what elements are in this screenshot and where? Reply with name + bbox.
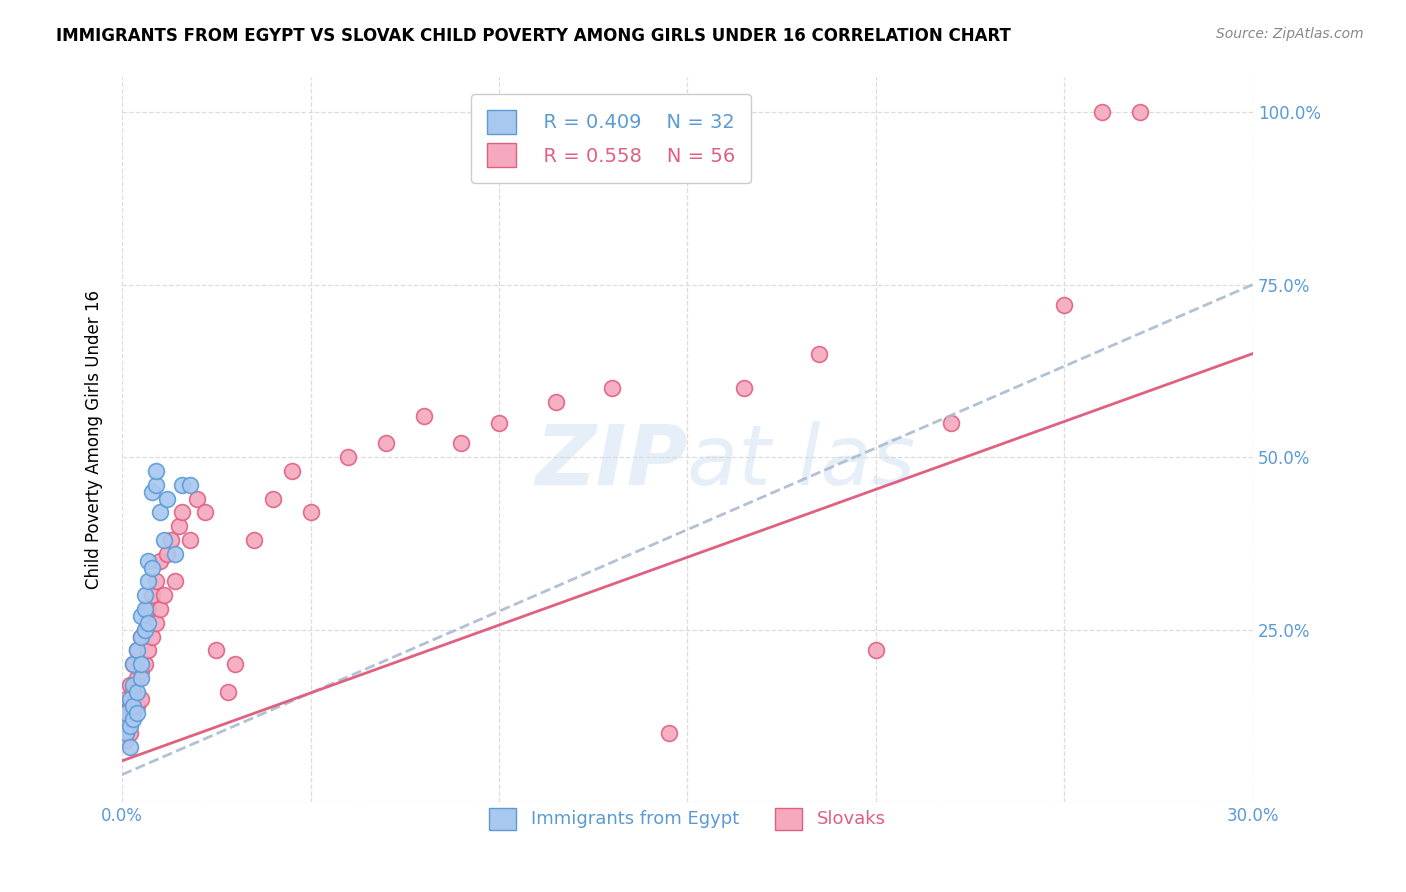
Point — [138, 554, 160, 568]
Point — [544, 395, 567, 409]
Point — [122, 657, 145, 672]
Point — [138, 615, 160, 630]
Point — [122, 706, 145, 720]
Point — [941, 416, 963, 430]
Point — [127, 706, 149, 720]
Point — [179, 533, 201, 547]
Point — [127, 643, 149, 657]
Point — [129, 657, 152, 672]
Point — [129, 608, 152, 623]
Point — [194, 505, 217, 519]
Point — [127, 685, 149, 699]
Point — [152, 588, 174, 602]
Point — [412, 409, 434, 423]
Point — [145, 615, 167, 630]
Point — [122, 685, 145, 699]
Point — [129, 630, 152, 644]
Point — [134, 623, 156, 637]
Point — [127, 698, 149, 713]
Point — [118, 719, 141, 733]
Point — [488, 416, 510, 430]
Point — [262, 491, 284, 506]
Point — [129, 630, 152, 644]
Point — [172, 477, 194, 491]
Point — [134, 657, 156, 672]
Point — [114, 706, 136, 720]
Text: IMMIGRANTS FROM EGYPT VS SLOVAK CHILD POVERTY AMONG GIRLS UNDER 16 CORRELATION C: IMMIGRANTS FROM EGYPT VS SLOVAK CHILD PO… — [56, 27, 1011, 45]
Point — [127, 671, 149, 685]
Point — [122, 713, 145, 727]
Point — [138, 643, 160, 657]
Point — [129, 691, 152, 706]
Point — [600, 381, 623, 395]
Point — [160, 533, 183, 547]
Point — [122, 657, 145, 672]
Point — [1091, 105, 1114, 120]
Point — [658, 726, 681, 740]
Point — [141, 484, 163, 499]
Point — [374, 436, 396, 450]
Point — [167, 519, 190, 533]
Point — [243, 533, 266, 547]
Point — [141, 560, 163, 574]
Legend: Immigrants from Egypt, Slovaks: Immigrants from Egypt, Slovaks — [475, 793, 900, 844]
Point — [337, 450, 360, 464]
Point — [163, 547, 186, 561]
Point — [134, 623, 156, 637]
Point — [450, 436, 472, 450]
Point — [172, 505, 194, 519]
Point — [114, 726, 136, 740]
Point — [280, 464, 302, 478]
Point — [224, 657, 246, 672]
Point — [118, 691, 141, 706]
Point — [114, 691, 136, 706]
Point — [149, 505, 172, 519]
Point — [217, 685, 239, 699]
Text: at las: at las — [688, 421, 915, 502]
Point — [149, 602, 172, 616]
Point — [186, 491, 208, 506]
Point — [138, 574, 160, 589]
Point — [127, 643, 149, 657]
Point — [134, 588, 156, 602]
Point — [733, 381, 755, 395]
Text: Source: ZipAtlas.com: Source: ZipAtlas.com — [1216, 27, 1364, 41]
Y-axis label: Child Poverty Among Girls Under 16: Child Poverty Among Girls Under 16 — [86, 291, 103, 590]
Point — [205, 643, 228, 657]
Point — [141, 630, 163, 644]
Point — [152, 533, 174, 547]
Point — [114, 713, 136, 727]
Point — [122, 698, 145, 713]
Point — [163, 574, 186, 589]
Point — [1053, 298, 1076, 312]
Point — [179, 477, 201, 491]
Point — [118, 678, 141, 692]
Point — [114, 733, 136, 747]
Point — [129, 664, 152, 678]
Point — [145, 477, 167, 491]
Point — [145, 574, 167, 589]
Point — [299, 505, 322, 519]
Point — [122, 678, 145, 692]
Point — [118, 739, 141, 754]
Point — [141, 588, 163, 602]
Point — [118, 698, 141, 713]
Point — [138, 602, 160, 616]
Point — [865, 643, 887, 657]
Text: ZIP: ZIP — [534, 421, 688, 502]
Point — [1129, 105, 1152, 120]
Point — [129, 671, 152, 685]
Point — [118, 726, 141, 740]
Point — [134, 602, 156, 616]
Point — [156, 547, 179, 561]
Point — [156, 491, 179, 506]
Point — [149, 554, 172, 568]
Point — [145, 464, 167, 478]
Point — [808, 346, 831, 360]
